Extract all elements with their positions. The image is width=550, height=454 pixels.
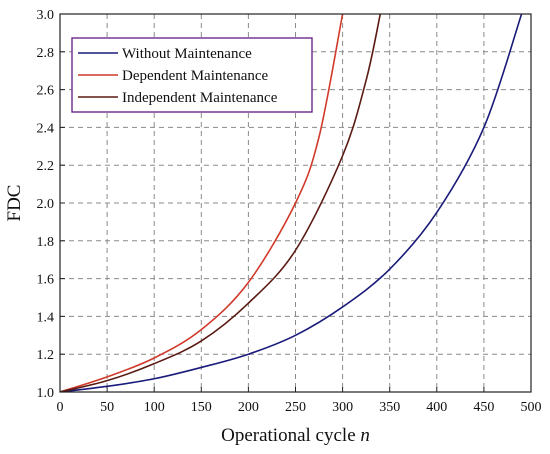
x-tick-label: 300 — [332, 400, 353, 415]
x-axis-title-text: Operational cycle — [221, 425, 356, 446]
y-tick-label: 2.8 — [37, 46, 55, 61]
x-tick-label: 450 — [473, 400, 494, 415]
x-tick-label: 100 — [144, 400, 165, 415]
series-line — [60, 14, 382, 392]
x-tick-label: 250 — [285, 400, 306, 415]
x-axis-title-symbol: n — [360, 425, 370, 446]
y-axis-title: FDC — [4, 185, 25, 222]
y-tick-label: 2.6 — [37, 84, 55, 99]
x-tick-label: 500 — [521, 400, 542, 415]
x-tick-label: 400 — [426, 400, 447, 415]
legend-label: Independent Maintenance — [122, 90, 278, 106]
x-tick-label: 150 — [191, 400, 212, 415]
x-tick-label: 350 — [379, 400, 400, 415]
y-tick-label: 2.4 — [37, 121, 55, 136]
y-tick-label: 1.4 — [37, 310, 55, 325]
x-tick-label: 50 — [100, 400, 114, 415]
axis-ticks: 0 50 100 150 200 250 300 350 400 450 500 1.0 1.2 1.4 1… — [37, 8, 542, 415]
y-tick-label: 3.0 — [37, 8, 55, 23]
x-tick-label: 200 — [238, 400, 259, 415]
series-lines — [60, 14, 523, 392]
x-axis-title: Operational cycle n — [221, 425, 370, 446]
y-tick-label: 1.8 — [37, 235, 55, 250]
y-tick-label: 1.6 — [37, 273, 55, 288]
y-tick-label: 2.2 — [37, 159, 55, 174]
x-tick-label: 0 — [57, 400, 64, 415]
legend-label: Dependent Maintenance — [122, 68, 269, 84]
series-line — [60, 14, 523, 392]
legend-label: Without Maintenance — [122, 46, 252, 62]
legend: Without Maintenance Dependent Maintenance… — [71, 37, 313, 113]
y-tick-label: 1.2 — [37, 348, 55, 363]
y-tick-label: 1.0 — [37, 386, 55, 401]
series-line — [60, 14, 344, 392]
y-tick-label: 2.0 — [37, 197, 55, 212]
